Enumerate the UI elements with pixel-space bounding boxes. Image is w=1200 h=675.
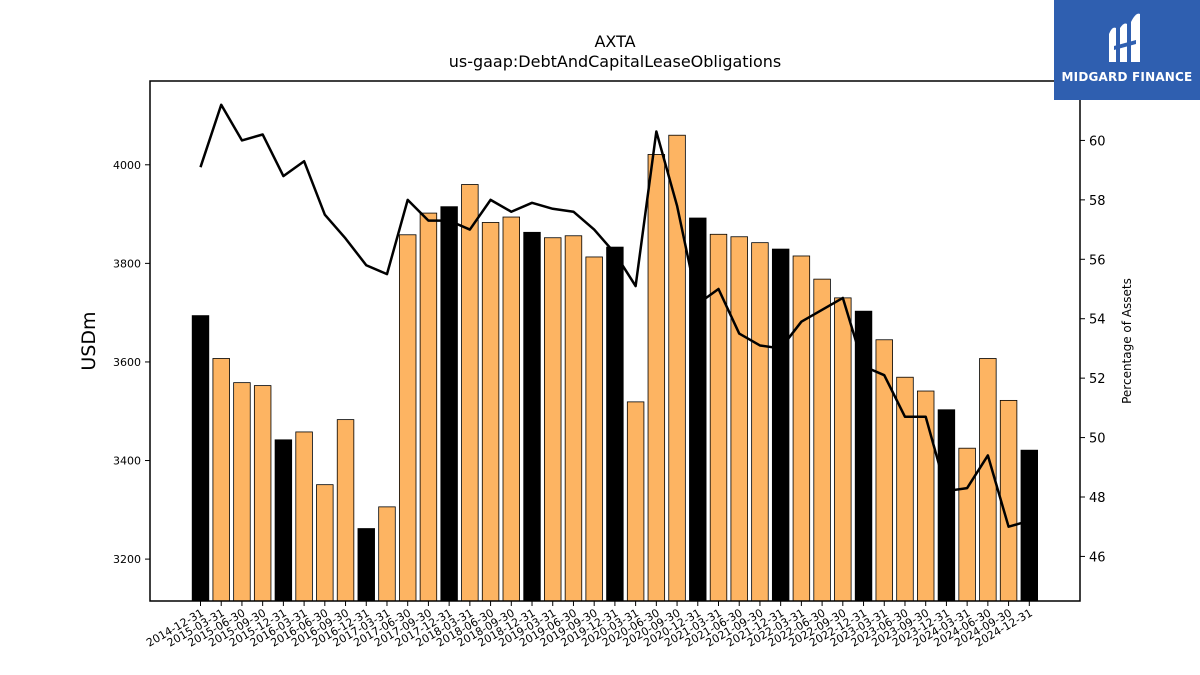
bar: [896, 376, 914, 602]
bar: [502, 216, 521, 602]
bar: [585, 256, 603, 602]
bar: [419, 212, 438, 602]
y2-tick-label: 46: [1089, 550, 1106, 565]
brand-name: MIDGARD FINANCE: [1061, 70, 1193, 84]
y2-tick-label: 56: [1089, 253, 1106, 268]
bar: [813, 278, 831, 602]
bar: [440, 206, 458, 602]
bar: [626, 401, 645, 602]
bar: [357, 528, 375, 602]
bar: [295, 431, 313, 602]
y-tick-label: 3800: [113, 257, 141, 270]
bar: [937, 409, 956, 602]
bar: [792, 255, 811, 602]
bar: [875, 339, 893, 602]
percentage-line: [199, 103, 1030, 528]
y-tick-label: 4000: [113, 159, 141, 172]
bar: [999, 399, 1018, 602]
bar: [316, 484, 334, 602]
y2-axis-label: Percentage of Assets: [1120, 278, 1134, 404]
bar: [378, 506, 396, 602]
bar: [274, 439, 293, 602]
bar: [336, 419, 355, 602]
chart-title: AXTA: [594, 32, 636, 51]
y2-tick-label: 58: [1089, 194, 1106, 209]
bar: [834, 297, 852, 602]
bar: [958, 447, 976, 602]
bar: [854, 310, 873, 602]
bar: [1020, 449, 1039, 602]
y2-tick-label: 48: [1089, 491, 1106, 506]
y-tick-label: 3200: [113, 553, 141, 566]
bar: [647, 154, 666, 602]
bar: [771, 248, 790, 602]
y2-tick-label: 52: [1089, 372, 1106, 387]
y-tick-label: 3400: [113, 455, 141, 468]
bar: [212, 358, 230, 602]
y2-tick-label: 50: [1089, 432, 1106, 447]
bar: [544, 237, 562, 602]
midgard-logo-icon: [1109, 13, 1140, 63]
brand-logo: MIDGARD FINANCE: [1054, 0, 1200, 100]
y2-tick-label: 60: [1089, 134, 1106, 149]
bar: [523, 231, 541, 602]
bar: [917, 390, 935, 602]
bar: [751, 242, 769, 602]
bar: [233, 382, 251, 602]
bar: [606, 246, 624, 602]
bar: [253, 385, 272, 602]
bar: [564, 235, 583, 602]
chart-subtitle: us-gaap:DebtAndCapitalLeaseObligations: [448, 52, 782, 71]
y2-tick-label: 54: [1089, 313, 1106, 328]
bar: [481, 222, 500, 602]
bar: [461, 184, 479, 602]
bar: [398, 234, 417, 602]
y-tick-label: 3600: [113, 356, 141, 369]
bar: [191, 315, 210, 602]
y-axis-label: USDm: [78, 311, 100, 370]
bar: [730, 236, 748, 602]
